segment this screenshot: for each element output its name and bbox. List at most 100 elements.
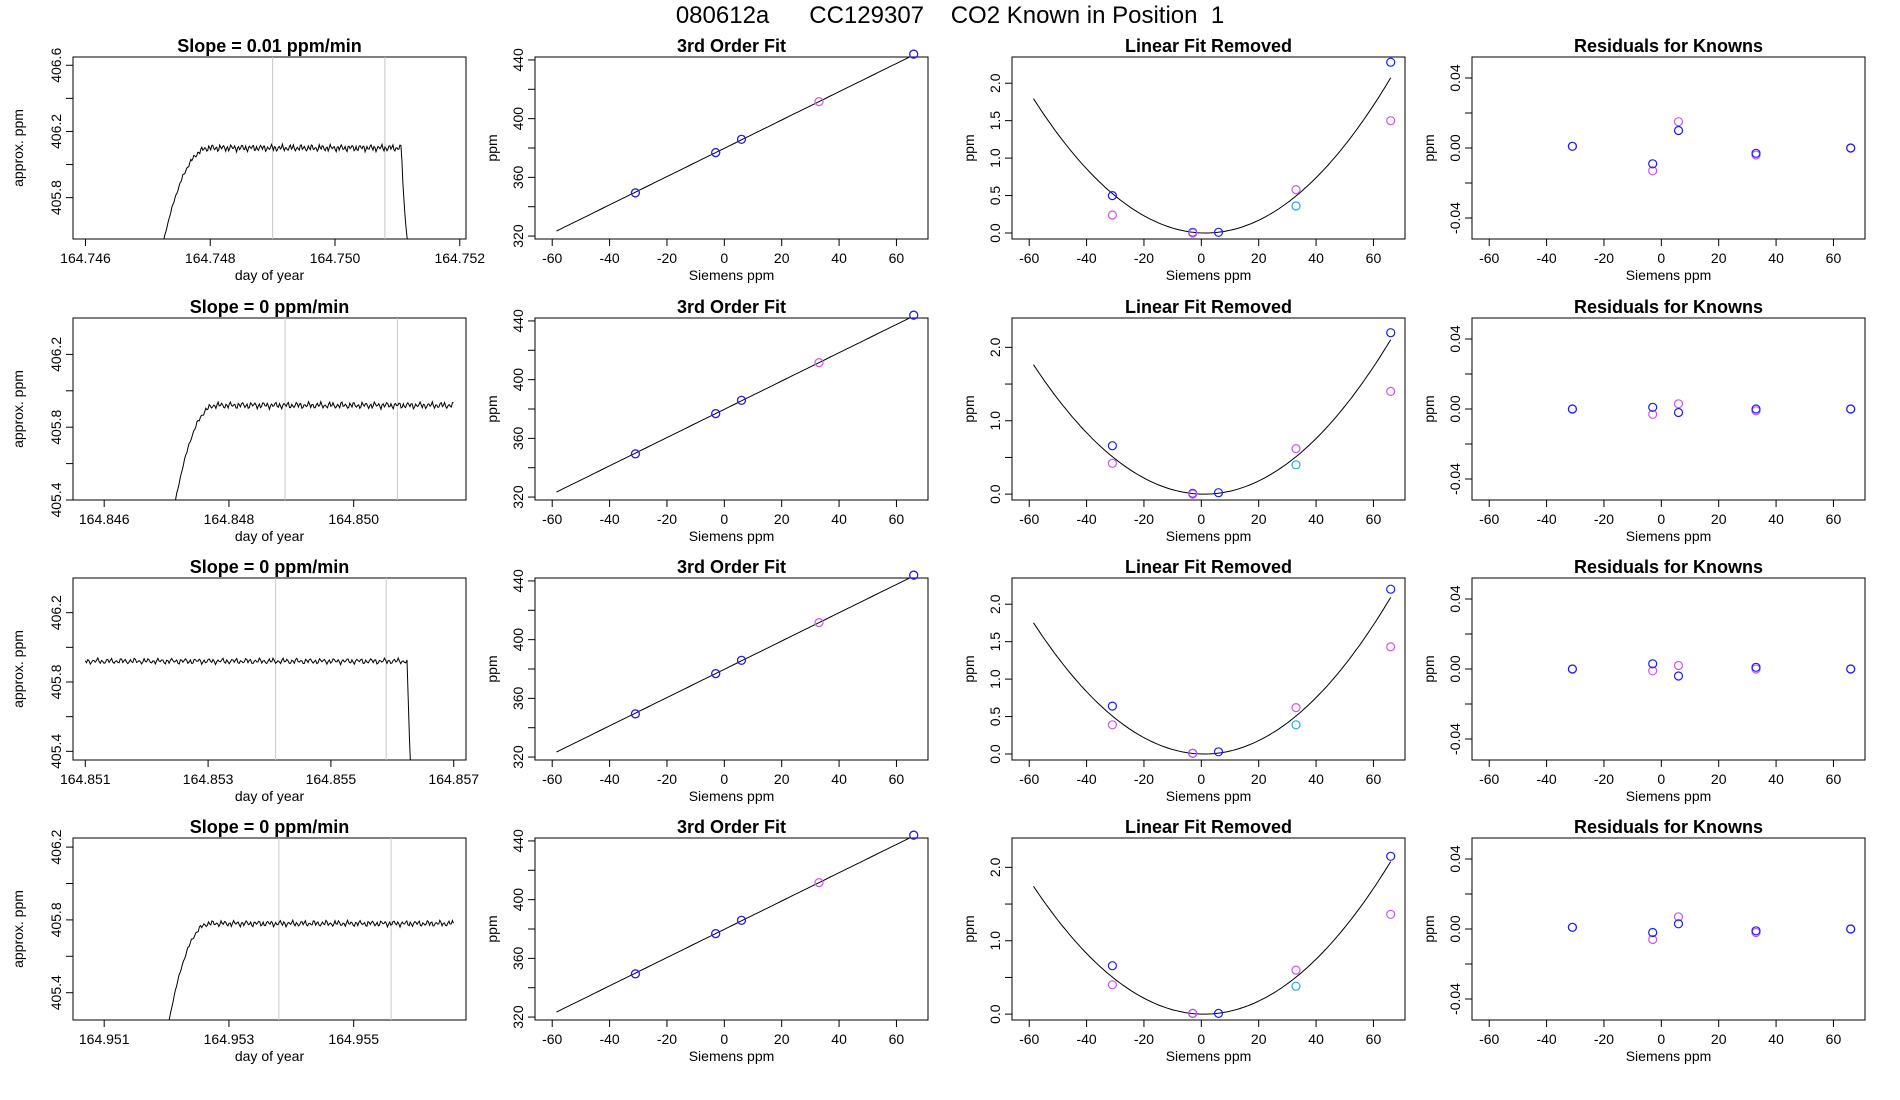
data-point-blue (630, 969, 641, 979)
plot-area (1033, 861, 1392, 1015)
y-axis-label: ppm (1421, 915, 1437, 942)
y-tick-label: 2.0 (987, 594, 1003, 614)
x-tick-label: 164.857 (428, 771, 479, 787)
data-point-violet (1648, 934, 1658, 945)
y-tick-label: 2.0 (987, 337, 1003, 357)
x-tick-label: -40 (599, 250, 619, 266)
chart-panel-r3-c1: Slope = 0 ppm/min 164.851 164.853 164.855 16… (10, 557, 479, 804)
x-tick-label: -40 (1076, 250, 1096, 266)
y-tick-label: 0.5 (987, 707, 1003, 727)
data-point-blue (1386, 328, 1396, 338)
y-axis-label: ppm (961, 395, 977, 422)
y-axis-label: ppm (1421, 134, 1437, 161)
fit-curve (556, 318, 911, 493)
chart-panel-r1-c4: Residuals for Knowns -60 -40 -20 0 20 40 60 Siem… (1421, 36, 1866, 283)
y-tick-label: 0.0 (987, 223, 1003, 243)
x-tick-label: 60 (1826, 511, 1842, 527)
y-tick-label: 406.2 (48, 595, 64, 630)
x-tick-label: 60 (889, 1031, 905, 1047)
x-tick-label: -20 (1594, 250, 1614, 266)
y-tick-label: 405.8 (48, 664, 64, 699)
x-tick-label: 20 (1251, 1031, 1267, 1047)
x-tick-label: -20 (657, 771, 677, 787)
x-tick-label: 60 (1826, 771, 1842, 787)
y-tick-label: 360 (510, 426, 526, 450)
plot-area (556, 57, 911, 232)
x-tick-label: 0 (1657, 250, 1665, 266)
x-tick-label: 40 (1308, 1031, 1324, 1047)
y-tick-label: 405.8 (48, 180, 64, 215)
plot-area (163, 57, 408, 239)
plot-frame (1471, 577, 1866, 761)
plot-frame (72, 577, 467, 761)
data-point-violet (1386, 909, 1396, 919)
x-tick-label: -40 (1536, 1031, 1556, 1047)
x-axis-label: Siemens ppm (1626, 267, 1712, 283)
data-point-blue (909, 830, 919, 840)
y-tick-label: 0.5 (987, 186, 1003, 206)
data-point-violet (1386, 642, 1396, 652)
x-tick-label: 60 (889, 250, 905, 266)
chart-panel-r1-c3: Linear Fit Removed -60 -40 -20 0 20 40 60 Siemen… (961, 36, 1406, 283)
x-tick-label: 164.855 (306, 771, 357, 787)
data-point-blue (1567, 141, 1578, 151)
y-tick-label: -0.04 (1447, 983, 1463, 1015)
chart-panel-r2-c2: 3rd Order Fit -60 -40 -20 0 20 40 60 Siemens ppm… (484, 297, 929, 544)
data-point-blue (711, 668, 721, 679)
y-tick-label: 0.00 (1447, 655, 1463, 682)
x-tick-label: 164.746 (60, 250, 111, 266)
y-tick-label: 0.0 (987, 1004, 1003, 1024)
data-point-violet (1188, 748, 1198, 758)
x-tick-label: -40 (1536, 250, 1556, 266)
chart-title: Slope = 0 ppm/min (190, 557, 350, 577)
x-tick-label: -60 (542, 250, 562, 266)
x-tick-label: 20 (1711, 1031, 1727, 1047)
x-tick-label: 40 (1768, 1031, 1784, 1047)
data-point-blue (909, 310, 919, 320)
data-point-blue (909, 570, 919, 580)
plot-area (168, 838, 454, 1020)
x-tick-label: 40 (831, 250, 847, 266)
data-point-violet (1648, 166, 1658, 176)
x-tick-label: -60 (1019, 771, 1039, 787)
plot-frame (1471, 837, 1866, 1021)
plot-frame (1471, 56, 1866, 240)
y-tick-label: 0.04 (1447, 845, 1463, 872)
x-tick-label: -60 (1479, 250, 1499, 266)
y-tick-label: 406.2 (48, 829, 64, 864)
x-tick-label: 20 (1251, 771, 1267, 787)
x-tick-label: 164.955 (328, 1031, 379, 1047)
chart-title: 3rd Order Fit (677, 36, 786, 56)
y-tick-label: 406.2 (48, 337, 64, 372)
data-point-blue (1846, 664, 1856, 674)
chart-title: Linear Fit Removed (1125, 817, 1292, 837)
data-point-blue (1751, 148, 1761, 158)
data-point-violet (1386, 116, 1396, 126)
x-tick-label: 0 (720, 250, 728, 266)
y-tick-label: 0.0 (987, 744, 1003, 764)
chart-title: Slope = 0 ppm/min (190, 297, 350, 317)
y-tick-label: 0.00 (1447, 915, 1463, 942)
y-tick-label: 400 (510, 368, 526, 392)
y-tick-label: 405.8 (48, 409, 64, 444)
x-tick-label: 60 (889, 771, 905, 787)
data-point-blue (630, 449, 641, 459)
y-axis-label: ppm (961, 134, 977, 161)
fit-curve (556, 838, 911, 1013)
y-axis-label: ppm (484, 655, 500, 682)
x-tick-label: -20 (657, 250, 677, 266)
chart-panel-r3-c2: 3rd Order Fit -60 -40 -20 0 20 40 60 Siemens ppm… (484, 557, 929, 804)
data-point-violet (1107, 210, 1118, 220)
x-tick-label: 20 (1711, 250, 1727, 266)
x-tick-label: 40 (831, 771, 847, 787)
data-point-blue (1567, 922, 1578, 932)
x-axis-label: day of year (235, 1048, 305, 1064)
y-tick-label: 360 (510, 946, 526, 970)
data-point-blue (736, 395, 747, 405)
data-point-violet (1648, 409, 1658, 419)
x-tick-label: 60 (889, 511, 905, 527)
x-tick-label: 164.951 (79, 1031, 130, 1047)
x-tick-label: -40 (599, 771, 619, 787)
chart-title: 3rd Order Fit (677, 297, 786, 317)
x-tick-label: -40 (599, 1031, 619, 1047)
